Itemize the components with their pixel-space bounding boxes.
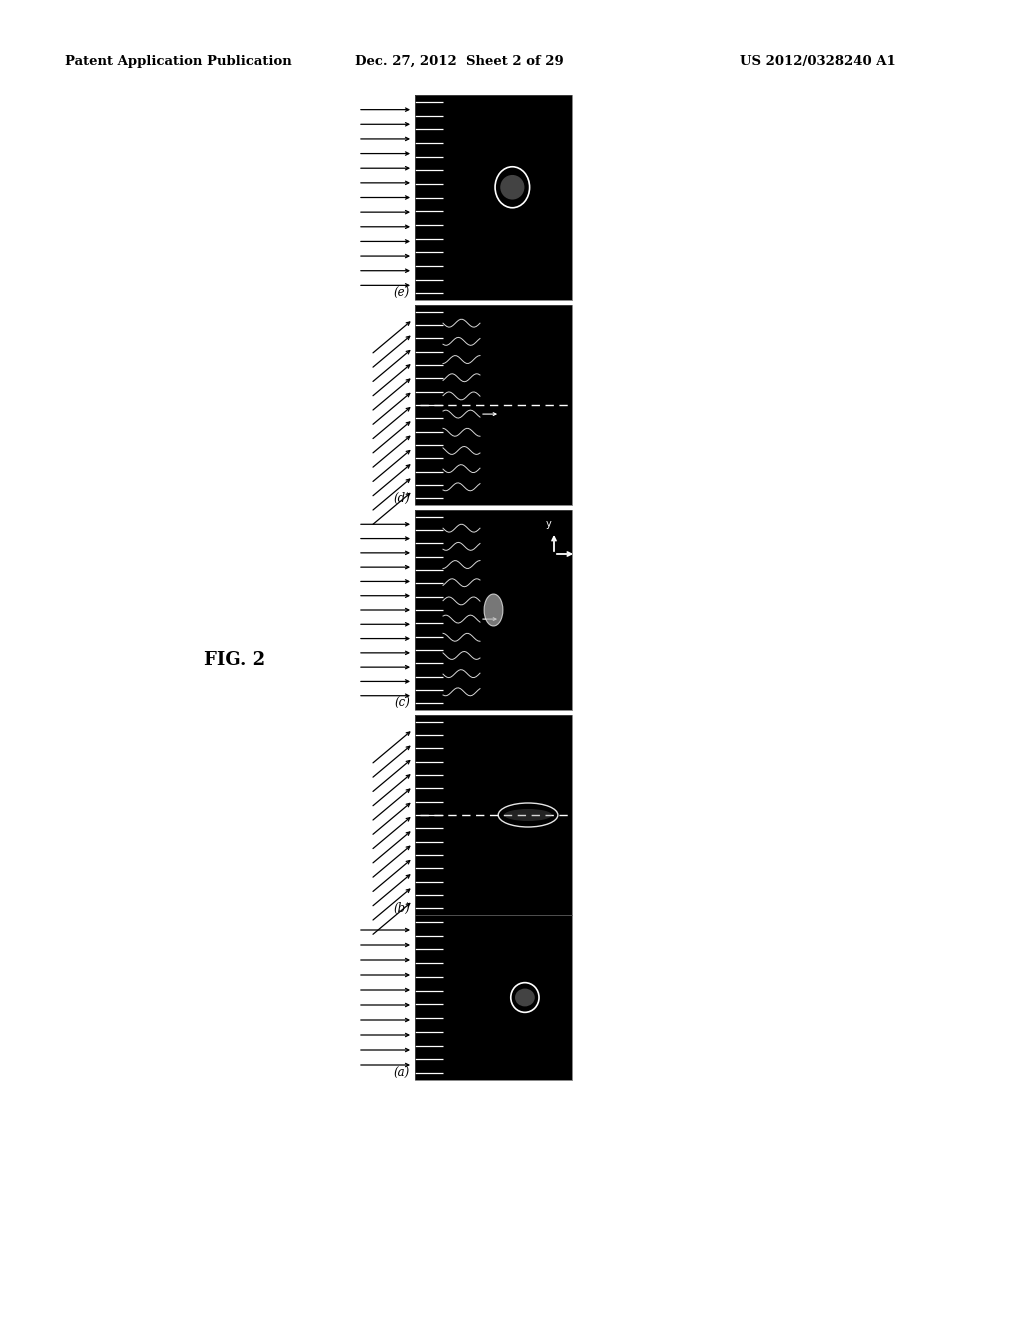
Ellipse shape — [484, 594, 503, 626]
Bar — [415, 305, 572, 506]
Bar — [415, 510, 572, 710]
Bar — [415, 715, 572, 915]
Text: US 2012/0328240 A1: US 2012/0328240 A1 — [740, 55, 896, 69]
Bar — [415, 510, 572, 710]
Bar — [415, 95, 572, 300]
Text: Dec. 27, 2012  Sheet 2 of 29: Dec. 27, 2012 Sheet 2 of 29 — [355, 55, 564, 69]
Text: (b): (b) — [393, 902, 410, 915]
Bar — [415, 915, 572, 1080]
Bar — [415, 95, 572, 300]
Bar — [415, 305, 572, 506]
Text: (d): (d) — [393, 492, 410, 506]
Text: y: y — [546, 519, 552, 529]
Text: FIG. 2: FIG. 2 — [205, 651, 265, 669]
Text: (e): (e) — [394, 286, 410, 300]
Text: (a): (a) — [394, 1067, 410, 1080]
Ellipse shape — [501, 176, 524, 199]
Text: (c): (c) — [394, 697, 410, 710]
Bar — [415, 715, 572, 915]
Bar — [415, 915, 572, 1080]
Text: z: z — [580, 549, 585, 558]
Ellipse shape — [515, 989, 535, 1006]
Ellipse shape — [504, 809, 552, 821]
Text: Patent Application Publication: Patent Application Publication — [65, 55, 292, 69]
